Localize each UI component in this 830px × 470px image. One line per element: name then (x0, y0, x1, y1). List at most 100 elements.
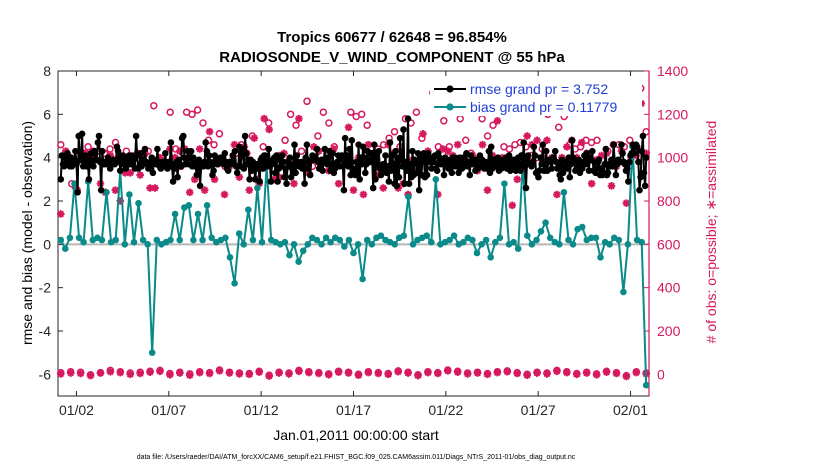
bias-point (501, 180, 508, 187)
chart-title-line1: Tropics 60677 / 62648 = 96.854% (277, 29, 507, 46)
obs-zero-assimilated-point (215, 367, 224, 375)
bias-point (290, 241, 298, 248)
bias-point (194, 210, 202, 218)
obs-zero-assimilated-point (513, 369, 522, 378)
rmse-point (430, 158, 438, 166)
obs-possible-point (259, 143, 267, 151)
obs-assimilated-point (483, 186, 492, 194)
rmse-point (224, 167, 232, 174)
rmse-point (94, 139, 102, 146)
right-y-tick-label: 600 (657, 236, 681, 252)
rmse-point (287, 173, 295, 181)
x-tick-label: 01/12 (244, 402, 279, 418)
right-y-tick-label: 0 (657, 366, 665, 382)
bias-point (537, 228, 545, 235)
obs-possible-point (281, 136, 289, 145)
right-y-tick-label: 1200 (657, 106, 688, 122)
rmse-point (291, 141, 298, 148)
rmse-point (400, 126, 407, 133)
obs-assimilated-point (146, 184, 154, 192)
rmse-point (395, 173, 403, 181)
obs-possible-point (188, 110, 196, 119)
obs-assimilated-point (523, 132, 531, 140)
obs-zero-assimilated-point (235, 370, 244, 378)
chart-title-line2: RADIOSONDE_V_WIND_COMPONENT @ 55 hPa (219, 49, 565, 66)
obs-zero-assimilated-point (56, 370, 65, 378)
obs-zero-assimilated-point (622, 372, 631, 381)
obs-assimilated-point (577, 138, 586, 147)
obs-assimilated-point (419, 130, 427, 138)
rmse-series (57, 115, 650, 196)
obs-assimilated-point (553, 190, 561, 199)
rmse-point (531, 152, 539, 159)
rmse-point (623, 165, 631, 172)
bias-point (496, 234, 504, 242)
rmse-point (612, 171, 620, 179)
bias-point (286, 251, 293, 259)
rmse-point (180, 132, 187, 140)
rmse-point (548, 165, 556, 172)
bias-point (345, 236, 353, 244)
left-y-tick-label: 0 (43, 236, 51, 252)
obs-assimilated-point (121, 169, 130, 177)
obs-zero-assimilated-point (314, 369, 323, 378)
obs-assimilated-point (533, 136, 541, 145)
obs-possible-point (303, 97, 311, 106)
left-y-tick-label: 6 (43, 106, 51, 122)
obs-possible-point (390, 127, 399, 136)
obs-assimilated-point (344, 123, 353, 132)
rmse-point (242, 150, 250, 157)
bias-point (98, 236, 106, 244)
bias-point (446, 236, 453, 244)
rmse-point (557, 176, 565, 183)
right-y-axis: 0 200 400 600 800 1000 1200 1400 (644, 63, 688, 396)
rmse-point (551, 147, 559, 155)
rmse-point (371, 141, 378, 148)
bias-point (350, 249, 357, 257)
bias-point (565, 236, 572, 244)
bias-point (144, 241, 151, 248)
bias-point (542, 219, 549, 226)
obs-zero-assimilated-point (265, 372, 273, 380)
bias-point (359, 275, 366, 283)
rmse-point (466, 171, 474, 179)
obs-assimilated-point (176, 147, 184, 155)
bias-point (57, 236, 65, 244)
bias-point (235, 230, 243, 237)
obs-zero-assimilated-point (146, 368, 154, 376)
data-file-footnote: data file: /Users/raeder/DAI/ATM_forcXX/… (137, 454, 576, 461)
bias-point (569, 241, 577, 248)
obs-zero-assimilated-point (612, 369, 621, 378)
rmse-point (132, 132, 140, 140)
rmse-point (193, 171, 200, 179)
bias-point (71, 180, 78, 187)
obs-possible-point (292, 121, 300, 129)
bias-point (226, 253, 234, 261)
left-y-axis: -6 -4 -2 0 2 4 6 8 (39, 63, 63, 382)
rmse-point (390, 160, 397, 168)
obs-possible-point (166, 108, 174, 116)
obs-possible-point (489, 121, 497, 129)
rmse-point (375, 147, 383, 155)
obs-assimilated-point (265, 125, 273, 134)
bias-point (642, 381, 650, 389)
rmse-point (610, 141, 617, 148)
rmse-point (626, 158, 633, 166)
rmse-point (385, 178, 393, 185)
legend-rmse-marker (446, 85, 454, 93)
bias-point (135, 199, 142, 207)
bias-point (606, 241, 613, 248)
rmse-point (174, 173, 181, 181)
legend: rmse grand pr = 3.752 bias grand pr = 0.… (430, 80, 642, 116)
obs-assimilated-point (290, 179, 298, 188)
obs-assimilated-point (250, 134, 259, 142)
obs-possible-point (199, 119, 207, 127)
bias-point (249, 236, 257, 244)
obs-assimilated-point (220, 190, 229, 199)
rmse-point (640, 169, 648, 177)
rmse-point (196, 182, 204, 190)
obs-assimilated-point (478, 140, 487, 149)
rmse-point (95, 132, 103, 140)
x-tick-label: 02/01 (613, 402, 648, 418)
obs-zero-assimilated-point (632, 368, 641, 377)
